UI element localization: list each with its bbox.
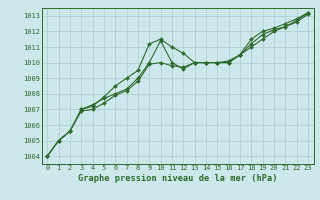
X-axis label: Graphe pression niveau de la mer (hPa): Graphe pression niveau de la mer (hPa)	[78, 174, 277, 183]
